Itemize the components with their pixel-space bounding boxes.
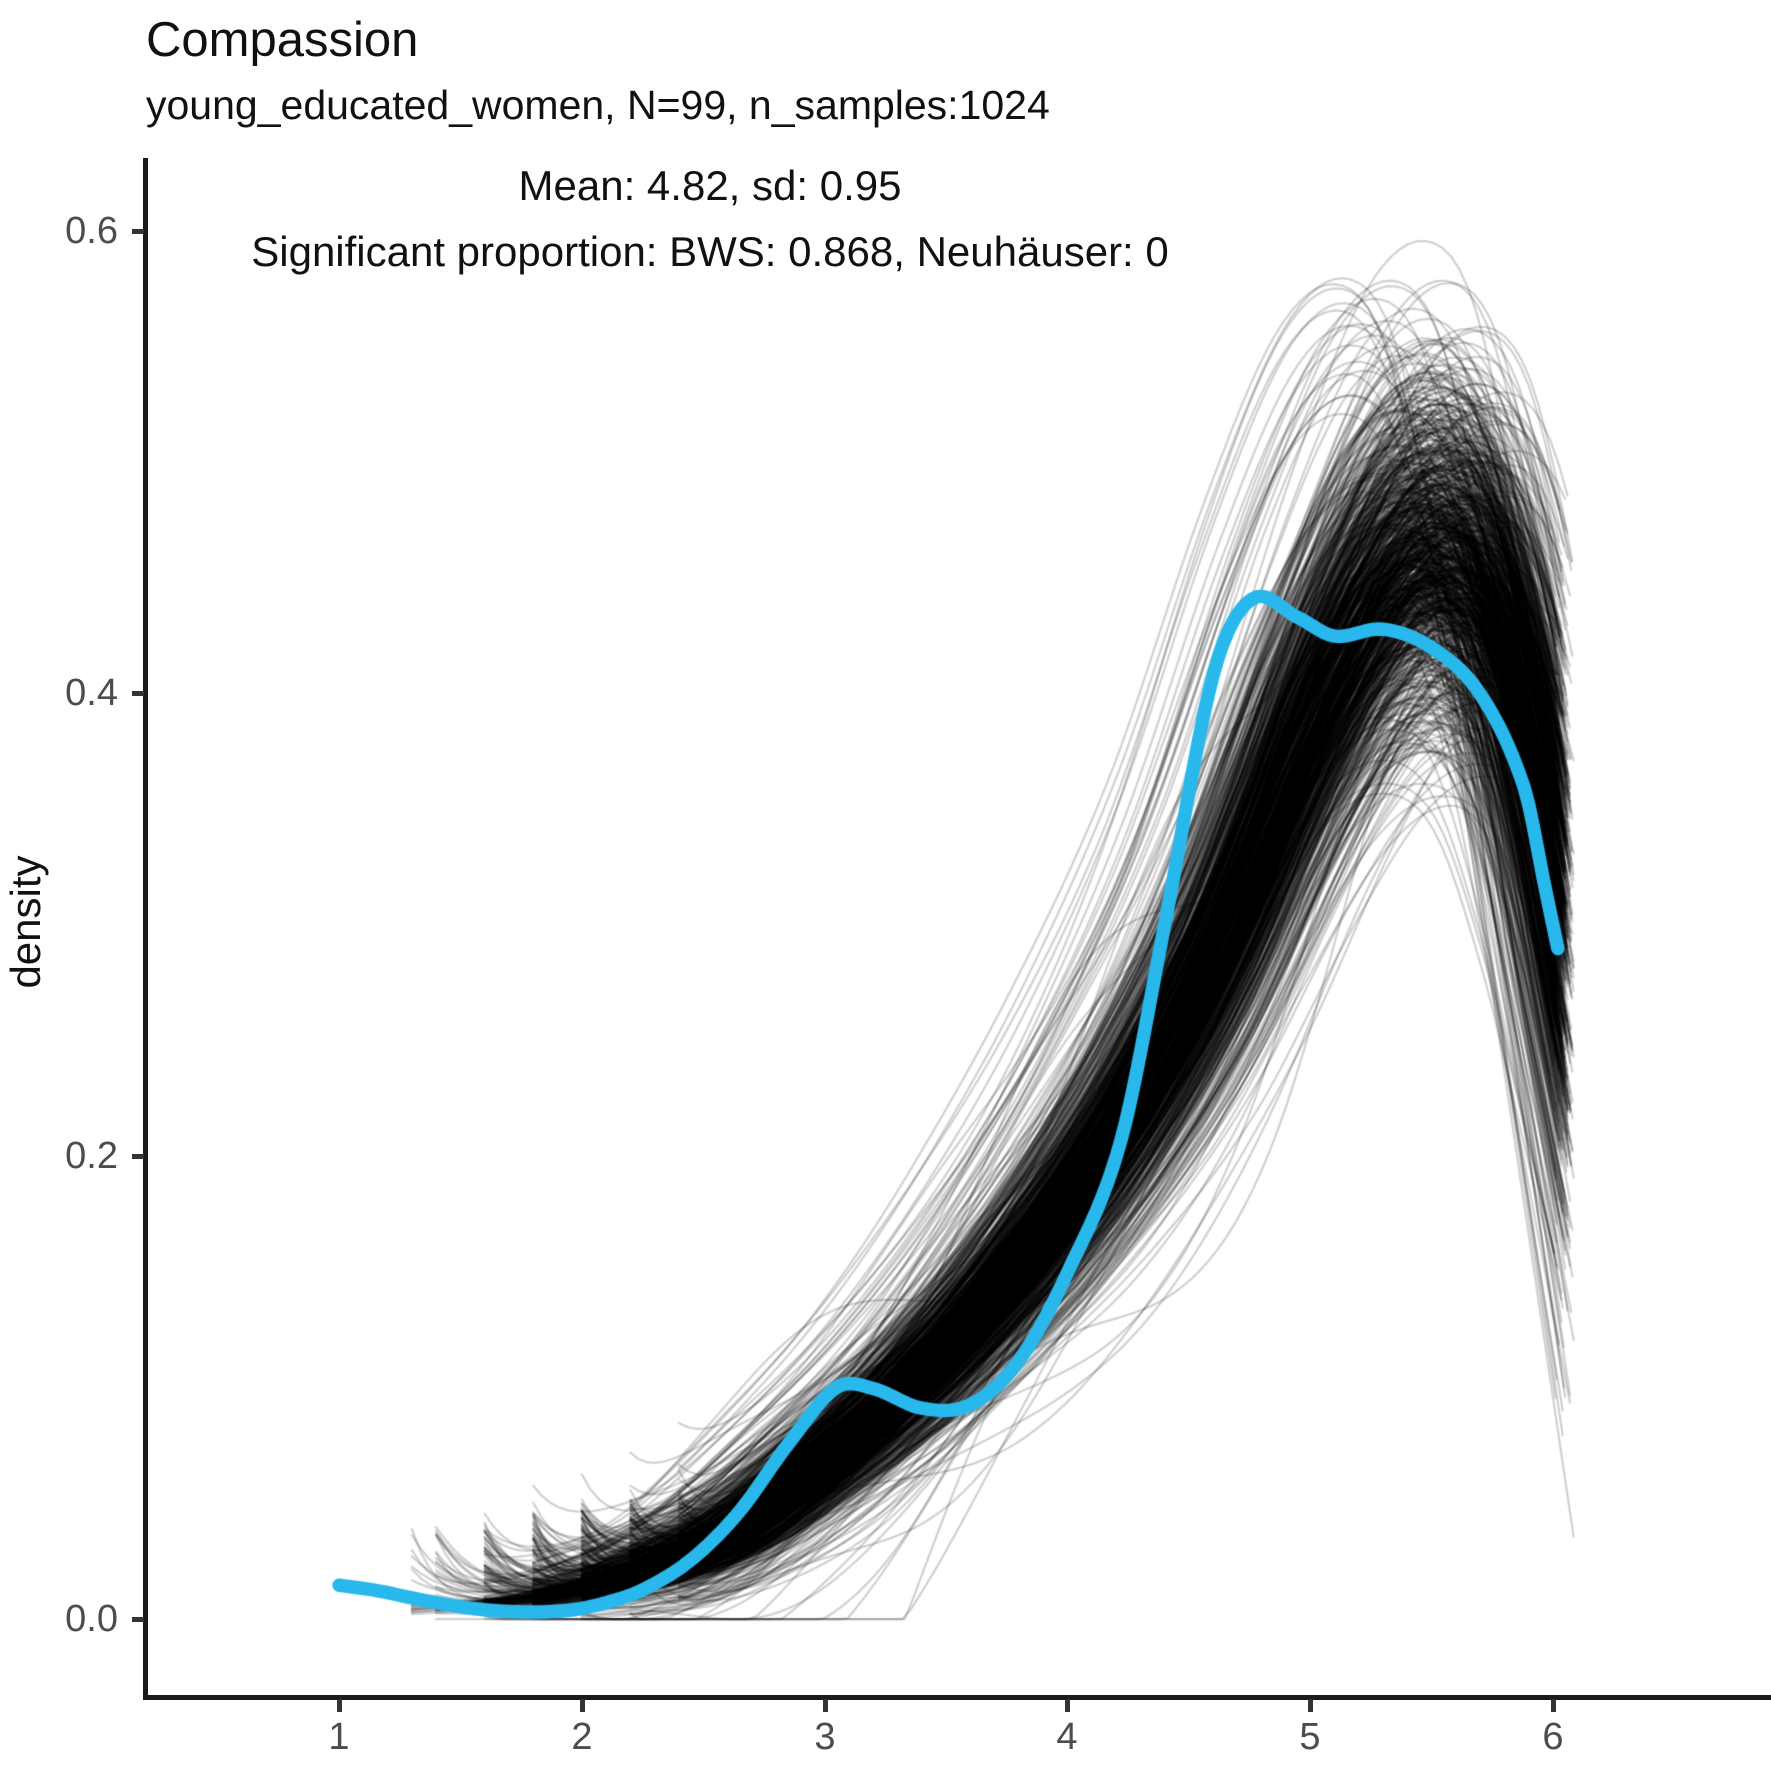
x-tick-mark bbox=[1065, 1699, 1070, 1712]
plot-subtitle: young_educated_women, N=99, n_samples:10… bbox=[146, 82, 1050, 128]
x-tick-mark bbox=[580, 1699, 585, 1712]
x-tick-mark bbox=[337, 1699, 342, 1712]
x-tick-label: 5 bbox=[1299, 1716, 1321, 1758]
y-tick-label: 0.6 bbox=[65, 210, 118, 252]
x-tick-label: 2 bbox=[571, 1716, 593, 1758]
x-tick-label: 6 bbox=[1542, 1716, 1564, 1758]
y-tick-label: 0.0 bbox=[65, 1598, 118, 1640]
annotation-significance: Significant proportion: BWS: 0.868, Neuh… bbox=[251, 228, 1169, 275]
y-tick-label: 0.2 bbox=[65, 1135, 118, 1177]
y-axis-line bbox=[143, 158, 148, 1700]
y-tick-mark bbox=[132, 691, 144, 696]
y-axis-title: density bbox=[2, 855, 49, 989]
x-tick-mark bbox=[1551, 1699, 1556, 1712]
y-tick-mark bbox=[132, 229, 144, 234]
annotation-mean-sd: Mean: 4.82, sd: 0.95 bbox=[518, 162, 902, 209]
x-tick-mark bbox=[1308, 1699, 1313, 1712]
x-axis-line bbox=[143, 1695, 1771, 1700]
x-tick-mark bbox=[823, 1699, 828, 1712]
y-tick-mark bbox=[132, 1617, 144, 1622]
x-tick-label: 4 bbox=[1056, 1716, 1078, 1758]
y-tick-mark bbox=[132, 1154, 144, 1159]
page-title: Compassion bbox=[146, 13, 419, 67]
y-tick-label: 0.4 bbox=[65, 672, 118, 714]
x-tick-label: 3 bbox=[814, 1716, 836, 1758]
x-tick-label: 1 bbox=[328, 1716, 350, 1758]
